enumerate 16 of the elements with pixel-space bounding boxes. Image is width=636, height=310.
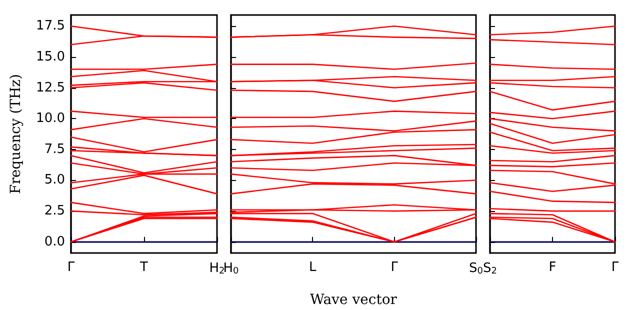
y-tick-label: 10.0 xyxy=(36,111,65,126)
y-tick-label: 0.0 xyxy=(44,234,65,250)
y-tick-label: 15.0 xyxy=(36,49,65,64)
x-tick-label: T xyxy=(139,260,148,275)
y-tick-label: 5.0 xyxy=(44,172,65,188)
y-tick-label: 17.5 xyxy=(36,18,65,34)
x-tick-label: F xyxy=(548,260,556,275)
y-axis-title: Frequency (THz) xyxy=(8,74,24,194)
x-axis-title: Wave vector xyxy=(310,292,398,308)
x-tick-label: L xyxy=(309,260,318,275)
y-tick-label: 7.5 xyxy=(44,142,65,157)
y-tick-label: 12.5 xyxy=(36,80,65,96)
x-tick-label: Γ xyxy=(390,260,399,275)
y-tick-label: 2.5 xyxy=(44,204,65,219)
x-tick-label: Γ xyxy=(67,260,76,275)
x-tick-label: Γ xyxy=(611,260,620,275)
